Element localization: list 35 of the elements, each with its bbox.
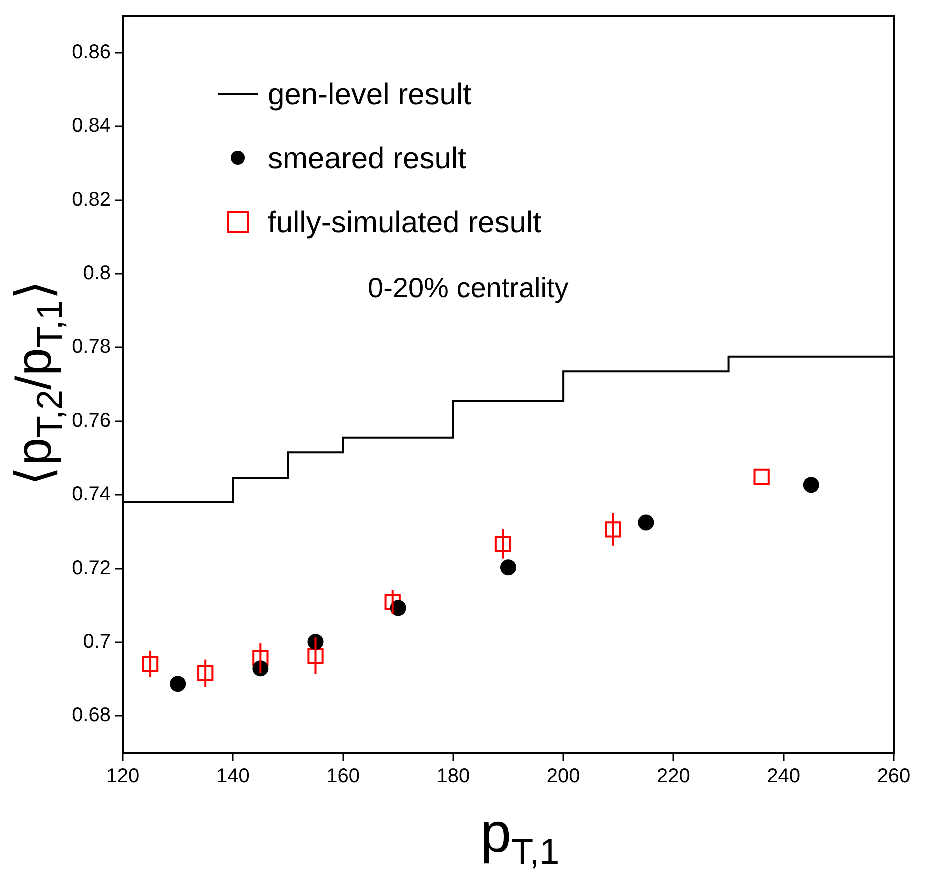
x-axis-title: p$_{T,1}$: [479, 800, 561, 874]
x-tick-label: 220: [657, 766, 690, 788]
x-tick-label: 180: [436, 766, 470, 788]
y-tick-label: 0.68: [72, 704, 111, 727]
y-tick-label: 0.72: [72, 557, 111, 580]
point: [500, 560, 516, 576]
point: [754, 468, 770, 486]
x-tick-label: 160: [326, 766, 360, 788]
legend-label: smeared result: [268, 142, 468, 176]
point: [308, 648, 324, 664]
y-tick-label: 0.7: [83, 630, 111, 653]
x-tick-label: 260: [877, 766, 911, 788]
legend-label: gen-level result: [268, 78, 472, 112]
point: [803, 477, 820, 494]
y-tick-label: 0.78: [72, 336, 111, 358]
x-tick-label: 120: [106, 766, 140, 788]
point: [170, 676, 186, 692]
point: [384, 594, 401, 610]
y-tick-label: 0.8: [83, 262, 111, 284]
x-tick-label: 140: [216, 766, 250, 788]
annotation: 0-20% centrality: [368, 272, 569, 304]
y-tick-label: 0.82: [72, 188, 111, 211]
point: [252, 650, 269, 666]
point: [142, 656, 159, 672]
legend-label: fully-simulated result: [268, 206, 542, 240]
y-tick-label: 0.74: [72, 484, 111, 506]
point: [198, 665, 214, 682]
y-tick-label: 0.76: [72, 410, 111, 432]
point: [638, 514, 654, 531]
point: [494, 536, 512, 552]
x-tick-label: 240: [767, 766, 801, 788]
y-tick-label: 0.86: [72, 41, 111, 64]
point: [605, 522, 622, 538]
x-tick-label: 200: [546, 766, 580, 788]
y-tick-label: 0.84: [72, 115, 111, 138]
